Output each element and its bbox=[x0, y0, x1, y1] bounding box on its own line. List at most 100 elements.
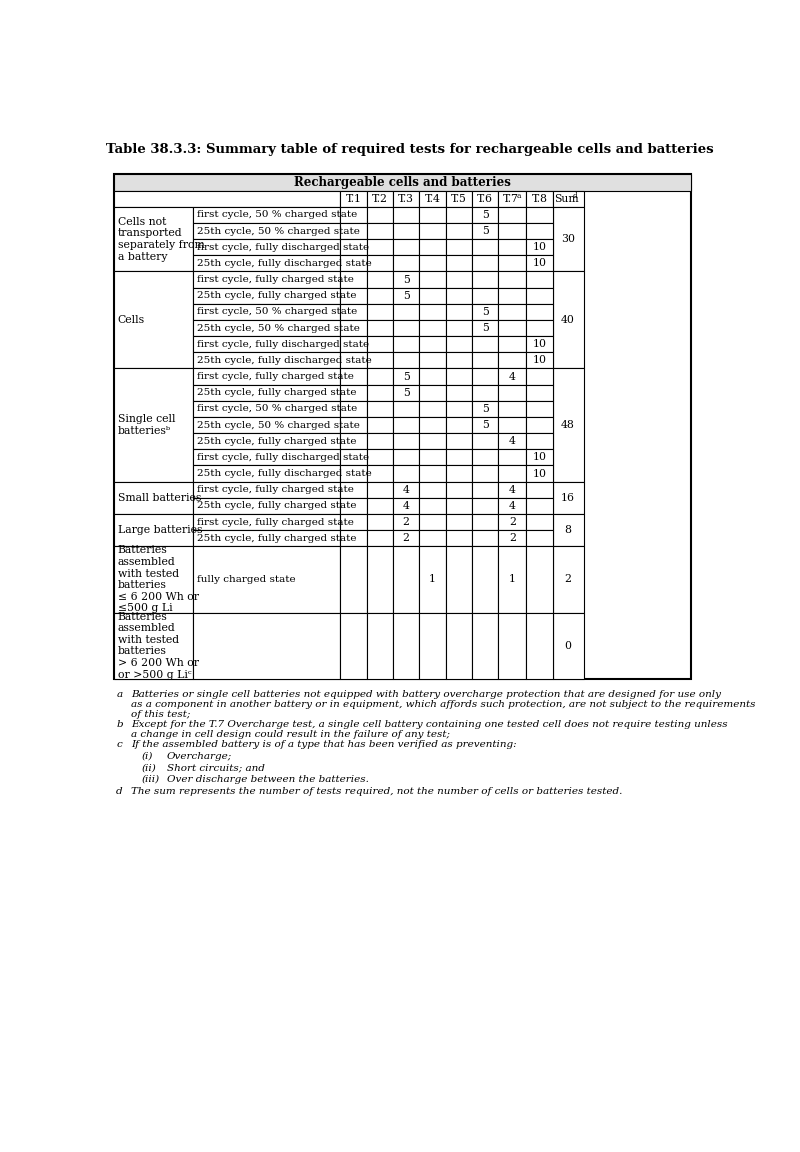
Bar bbox=[419, 256, 446, 272]
Text: 8: 8 bbox=[565, 525, 571, 536]
Bar bbox=[553, 546, 584, 613]
Bar bbox=[446, 191, 472, 206]
Bar bbox=[366, 336, 393, 353]
Bar bbox=[366, 206, 393, 223]
Text: 40: 40 bbox=[561, 314, 575, 325]
Text: (iii): (iii) bbox=[141, 775, 159, 785]
Bar bbox=[340, 353, 366, 369]
Bar bbox=[393, 433, 419, 449]
Bar bbox=[193, 353, 340, 369]
Text: 5: 5 bbox=[482, 420, 489, 430]
Bar bbox=[446, 417, 472, 433]
Bar bbox=[498, 369, 526, 385]
Bar bbox=[193, 369, 340, 385]
Text: 1: 1 bbox=[509, 575, 516, 584]
Text: 25th cycle, 50 % charged state: 25th cycle, 50 % charged state bbox=[197, 324, 360, 333]
Bar bbox=[393, 498, 419, 514]
Text: 10: 10 bbox=[533, 258, 546, 268]
Bar bbox=[553, 514, 584, 546]
Text: a: a bbox=[116, 690, 122, 698]
Bar bbox=[472, 465, 498, 482]
Text: Cells not
transported
separately from
a battery: Cells not transported separately from a … bbox=[118, 217, 205, 262]
Text: Short circuits; and: Short circuits; and bbox=[166, 764, 265, 773]
Bar bbox=[419, 369, 446, 385]
Bar bbox=[419, 191, 446, 206]
Bar bbox=[446, 256, 472, 272]
Bar bbox=[446, 514, 472, 530]
Text: first cycle, fully charged state: first cycle, fully charged state bbox=[197, 275, 354, 285]
Bar bbox=[366, 449, 393, 465]
Bar bbox=[340, 417, 366, 433]
Bar bbox=[393, 353, 419, 369]
Text: T.4: T.4 bbox=[425, 194, 441, 204]
Bar bbox=[526, 530, 553, 546]
Bar bbox=[419, 449, 446, 465]
Bar bbox=[393, 223, 419, 240]
Bar bbox=[419, 206, 446, 223]
Bar bbox=[193, 320, 340, 336]
Bar bbox=[526, 546, 553, 613]
Text: b: b bbox=[116, 720, 123, 728]
Text: Cells: Cells bbox=[118, 314, 145, 325]
Bar bbox=[114, 174, 690, 191]
Bar bbox=[366, 401, 393, 417]
Bar bbox=[526, 223, 553, 240]
Text: 25th cycle, fully discharged state: 25th cycle, fully discharged state bbox=[197, 469, 372, 478]
Bar bbox=[553, 206, 584, 272]
Bar bbox=[193, 401, 340, 417]
Text: first cycle, fully discharged state: first cycle, fully discharged state bbox=[197, 340, 369, 349]
Bar bbox=[340, 304, 366, 320]
Text: 4: 4 bbox=[402, 485, 410, 494]
Bar bbox=[419, 498, 446, 514]
Bar bbox=[498, 530, 526, 546]
Bar bbox=[393, 401, 419, 417]
Bar bbox=[498, 498, 526, 514]
Bar bbox=[498, 613, 526, 679]
Bar bbox=[366, 353, 393, 369]
Bar bbox=[366, 320, 393, 336]
Text: 25th cycle, fully charged state: 25th cycle, fully charged state bbox=[197, 388, 356, 397]
Bar bbox=[340, 498, 366, 514]
Text: Batteries
assembled
with tested
batteries
≤ 6 200 Wh or
≤500 g Li: Batteries assembled with tested batterie… bbox=[118, 545, 199, 614]
Text: T.8: T.8 bbox=[531, 194, 547, 204]
Bar bbox=[340, 320, 366, 336]
Bar bbox=[526, 240, 553, 256]
Bar bbox=[366, 272, 393, 288]
Text: 10: 10 bbox=[533, 242, 546, 252]
Bar bbox=[340, 336, 366, 353]
Bar bbox=[446, 385, 472, 401]
Bar bbox=[393, 613, 419, 679]
Bar bbox=[393, 304, 419, 320]
Text: c: c bbox=[116, 741, 122, 750]
Bar bbox=[498, 206, 526, 223]
Bar bbox=[526, 401, 553, 417]
Bar bbox=[419, 385, 446, 401]
Bar bbox=[526, 353, 553, 369]
Text: 2: 2 bbox=[402, 533, 410, 544]
Bar bbox=[193, 449, 340, 465]
Bar bbox=[340, 288, 366, 304]
Text: 4: 4 bbox=[509, 485, 516, 494]
Bar bbox=[393, 369, 419, 385]
Bar bbox=[526, 498, 553, 514]
Bar bbox=[472, 514, 498, 530]
Text: 5: 5 bbox=[402, 372, 410, 381]
Text: 25th cycle, fully charged state: 25th cycle, fully charged state bbox=[197, 291, 356, 301]
Text: 1: 1 bbox=[429, 575, 436, 584]
Bar bbox=[419, 401, 446, 417]
Bar bbox=[446, 449, 472, 465]
Bar bbox=[472, 240, 498, 256]
Text: Small batteries: Small batteries bbox=[118, 493, 202, 502]
Text: 10: 10 bbox=[533, 339, 546, 349]
Text: T.2: T.2 bbox=[372, 194, 388, 204]
Bar bbox=[193, 482, 340, 498]
Bar bbox=[419, 353, 446, 369]
Text: 10: 10 bbox=[533, 469, 546, 478]
Text: 10: 10 bbox=[533, 453, 546, 462]
Bar bbox=[472, 417, 498, 433]
Bar bbox=[193, 613, 340, 679]
Text: 5: 5 bbox=[402, 388, 410, 397]
Bar bbox=[114, 369, 193, 482]
Bar bbox=[366, 546, 393, 613]
Bar bbox=[340, 546, 366, 613]
